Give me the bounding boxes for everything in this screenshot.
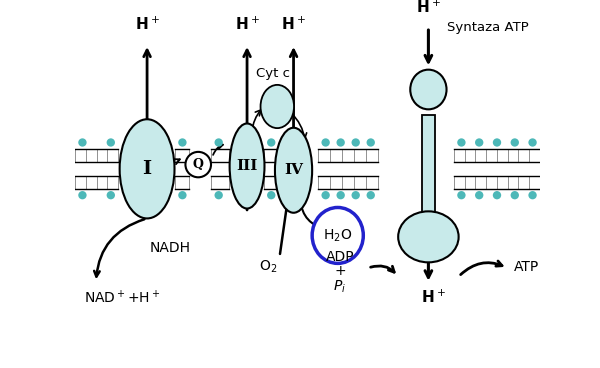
Text: I: I — [143, 160, 152, 178]
Text: +: + — [334, 264, 346, 278]
Ellipse shape — [475, 138, 484, 146]
Bar — [211, 135, 229, 203]
Ellipse shape — [230, 124, 265, 209]
Ellipse shape — [337, 191, 345, 199]
Text: ADP: ADP — [326, 250, 355, 264]
Bar — [318, 135, 378, 203]
Ellipse shape — [352, 191, 360, 199]
Text: Q: Q — [193, 158, 203, 171]
Ellipse shape — [78, 191, 86, 199]
Ellipse shape — [275, 128, 312, 213]
Ellipse shape — [178, 191, 187, 199]
Ellipse shape — [107, 138, 115, 146]
Ellipse shape — [78, 138, 86, 146]
Ellipse shape — [529, 138, 537, 146]
Text: ATP: ATP — [514, 259, 539, 273]
Text: H$_2$O: H$_2$O — [323, 227, 352, 244]
Ellipse shape — [267, 138, 275, 146]
Ellipse shape — [493, 138, 501, 146]
Ellipse shape — [398, 211, 458, 262]
Ellipse shape — [410, 70, 446, 109]
Ellipse shape — [511, 138, 519, 146]
Ellipse shape — [119, 119, 175, 219]
Text: H$^+$: H$^+$ — [134, 16, 160, 33]
Text: NADH: NADH — [150, 241, 191, 255]
Text: H$^+$: H$^+$ — [281, 16, 306, 33]
Ellipse shape — [367, 138, 375, 146]
Ellipse shape — [178, 138, 187, 146]
Ellipse shape — [457, 138, 466, 146]
Text: P$_i$: P$_i$ — [334, 278, 347, 295]
Text: NAD$^+$+H$^+$: NAD$^+$+H$^+$ — [84, 289, 160, 307]
Ellipse shape — [493, 191, 501, 199]
Bar — [422, 115, 435, 216]
Ellipse shape — [215, 191, 223, 199]
Ellipse shape — [260, 85, 294, 128]
Ellipse shape — [457, 191, 466, 199]
Text: H$^+$: H$^+$ — [235, 16, 259, 33]
Text: Syntaza ATP: Syntaza ATP — [447, 21, 529, 33]
Ellipse shape — [475, 191, 484, 199]
Ellipse shape — [312, 208, 363, 263]
Ellipse shape — [107, 191, 115, 199]
Text: Cyt c: Cyt c — [256, 67, 290, 81]
Ellipse shape — [322, 191, 330, 199]
Ellipse shape — [322, 138, 330, 146]
Ellipse shape — [511, 191, 519, 199]
Ellipse shape — [337, 138, 345, 146]
Text: H$^+$: H$^+$ — [421, 289, 445, 307]
Bar — [264, 135, 277, 203]
Ellipse shape — [529, 191, 537, 199]
Bar — [454, 135, 540, 203]
Text: H$^+$: H$^+$ — [416, 0, 441, 16]
Ellipse shape — [367, 191, 375, 199]
Ellipse shape — [185, 152, 211, 177]
Text: O$_2$: O$_2$ — [259, 258, 277, 275]
Text: IV: IV — [284, 163, 303, 177]
Ellipse shape — [352, 138, 360, 146]
Text: III: III — [236, 159, 258, 173]
Bar — [175, 135, 189, 203]
Ellipse shape — [267, 191, 275, 199]
Bar — [75, 135, 118, 203]
Ellipse shape — [215, 138, 223, 146]
